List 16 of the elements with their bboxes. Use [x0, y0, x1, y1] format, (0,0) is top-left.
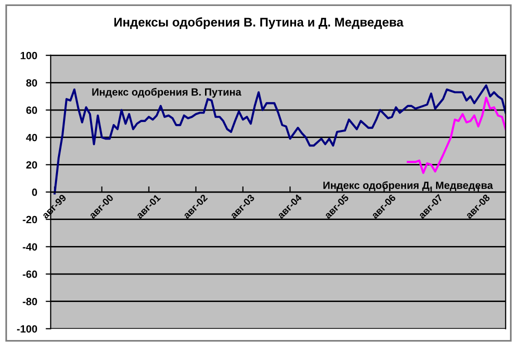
y-tick-label: -40 [22, 243, 38, 251]
series-label: Индекс одобрения В. Путина [92, 88, 242, 98]
y-tick-label: 80 [26, 79, 38, 87]
line-series [406, 96, 506, 174]
y-tick-label: -60 [22, 270, 38, 278]
y-tick-label: 40 [26, 134, 38, 142]
y-tick-label: -100 [17, 325, 38, 333]
line-series [54, 84, 506, 194]
y-tick-label: -80 [22, 298, 38, 306]
y-tick-label: 0 [32, 188, 38, 196]
y-tick-label: 20 [26, 161, 38, 169]
y-tick-label: -20 [22, 216, 38, 224]
chart-title: Индексы одобрения В. Путина и Д. Медведева [114, 17, 404, 30]
y-tick-label: 60 [26, 106, 38, 114]
y-tick-label: 100 [20, 52, 38, 60]
series-label: Индекс одобрения Д. Медведева [323, 181, 493, 192]
